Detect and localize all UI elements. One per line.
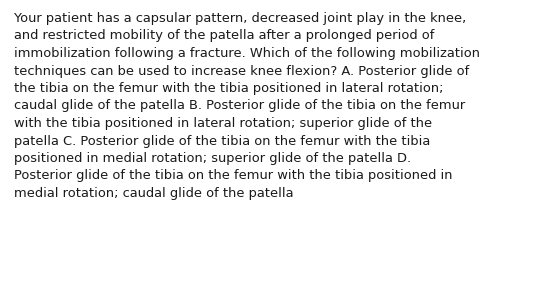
Text: Your patient has a capsular pattern, decreased joint play in the knee,
and restr: Your patient has a capsular pattern, dec…	[14, 12, 480, 200]
